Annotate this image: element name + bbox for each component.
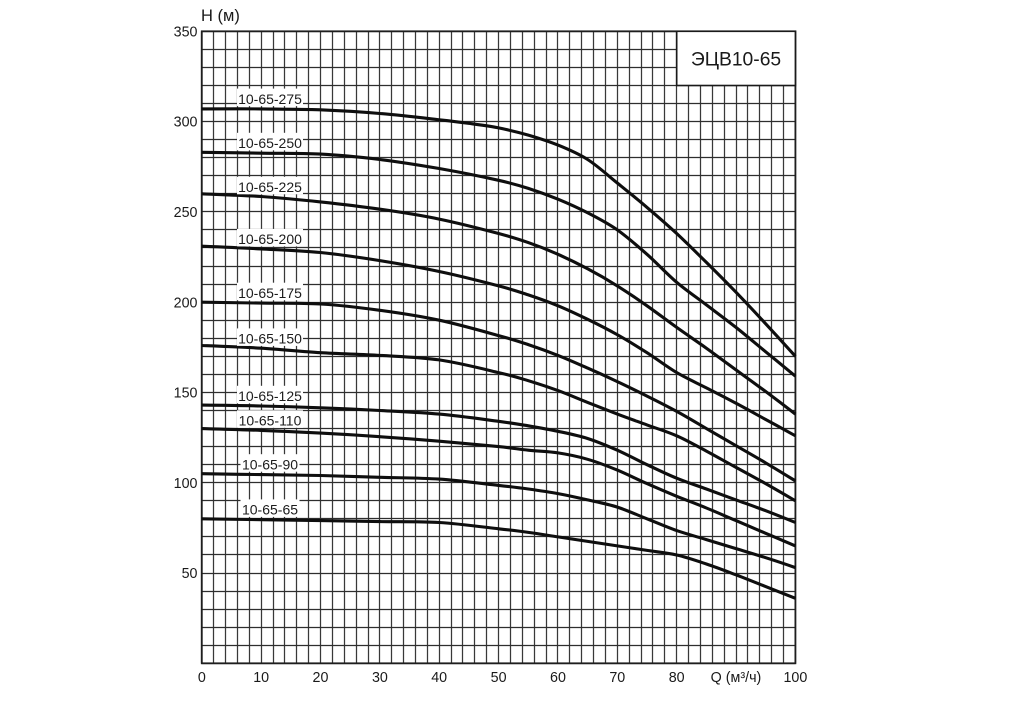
svg-text:50: 50	[182, 566, 198, 582]
svg-text:10-65-175: 10-65-175	[238, 285, 302, 301]
svg-text:10: 10	[253, 670, 269, 686]
svg-text:10-65-200: 10-65-200	[238, 231, 302, 247]
svg-text:0: 0	[198, 670, 206, 686]
svg-text:60: 60	[550, 670, 566, 686]
svg-text:10-65-65: 10-65-65	[242, 502, 298, 518]
svg-text:350: 350	[174, 24, 198, 40]
svg-text:10-65-275: 10-65-275	[238, 91, 302, 107]
svg-text:30: 30	[372, 670, 388, 686]
svg-text:10-65-250: 10-65-250	[238, 135, 302, 151]
svg-text:70: 70	[609, 670, 625, 686]
svg-text:10-65-125: 10-65-125	[238, 388, 302, 404]
svg-text:50: 50	[491, 670, 507, 686]
svg-text:300: 300	[174, 115, 198, 131]
svg-text:80: 80	[669, 670, 685, 686]
svg-text:250: 250	[174, 205, 198, 221]
svg-text:20: 20	[313, 670, 329, 686]
svg-text:10-65-150: 10-65-150	[238, 331, 302, 347]
svg-text:ЭЦВ10-65: ЭЦВ10-65	[691, 49, 781, 70]
svg-text:10-65-110: 10-65-110	[239, 413, 302, 429]
svg-text:100: 100	[174, 476, 198, 492]
svg-text:40: 40	[431, 670, 447, 686]
svg-text:Q (м³/ч): Q (м³/ч)	[711, 670, 762, 686]
svg-text:100: 100	[783, 670, 807, 686]
svg-text:200: 200	[174, 295, 198, 311]
svg-text:150: 150	[174, 386, 198, 402]
svg-text:10-65-90: 10-65-90	[242, 456, 298, 472]
svg-text:H (м): H (м)	[201, 7, 240, 25]
svg-text:10-65-225: 10-65-225	[238, 179, 302, 195]
